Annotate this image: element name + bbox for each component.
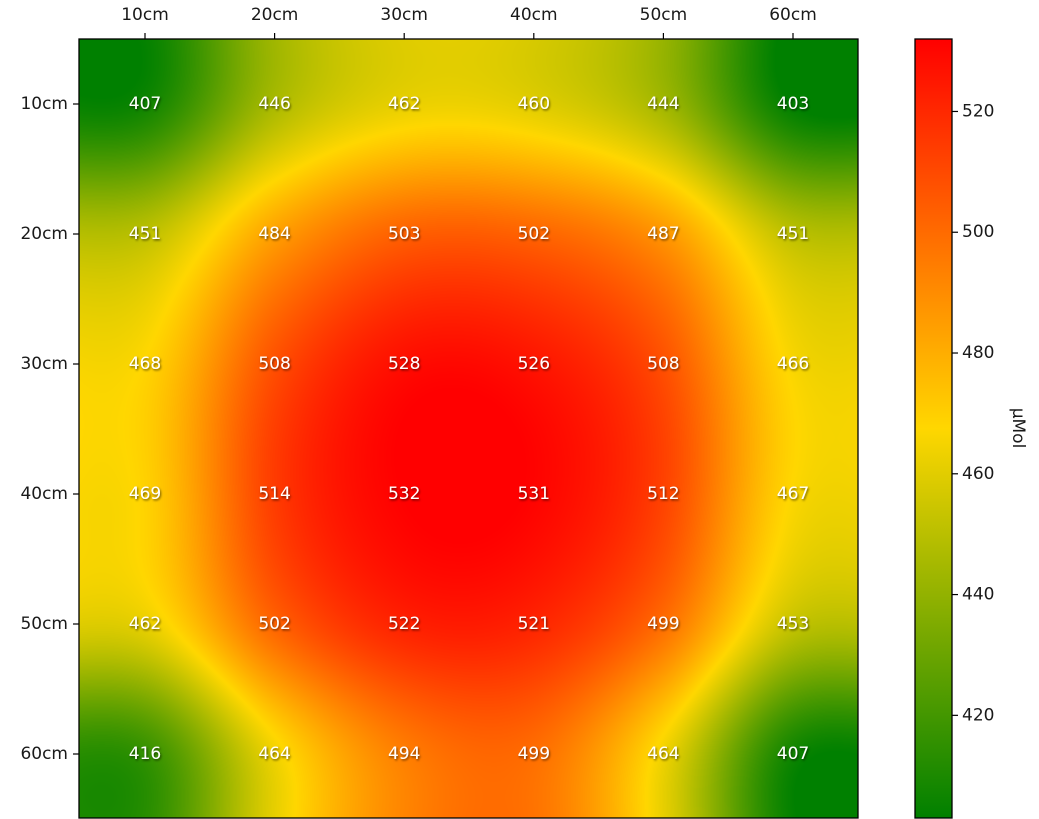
cell-value-label: 531	[518, 484, 550, 504]
cell-value-label: 528	[388, 354, 420, 374]
cell-labels: 407 446 462 460 444 403 451 484 503 502 487 451 468 5…	[129, 94, 809, 764]
cell-value-label: 451	[129, 224, 161, 244]
colorbar-gradient	[914, 38, 953, 819]
cell-value-label: 466	[777, 354, 809, 374]
cell-value-label: 512	[647, 484, 679, 504]
colorbar-tick-label: 500	[962, 222, 994, 242]
cell-value-label: 453	[777, 614, 809, 634]
y-tick-label: 10cm	[20, 94, 68, 114]
x-tick-label: 30cm	[380, 5, 428, 25]
cell-value-label: 499	[518, 744, 550, 764]
cell-value-label: 462	[388, 94, 420, 114]
colorbar-tick-label: 460	[962, 464, 994, 484]
cell-value-label: 522	[388, 614, 420, 634]
cell-value-label: 494	[388, 744, 420, 764]
cell-value-label: 503	[388, 224, 420, 244]
x-tick-label: 50cm	[640, 5, 688, 25]
colorbar-tick-label: 520	[962, 101, 994, 121]
cell-value-label: 514	[258, 484, 290, 504]
colorbar-tick-label: 420	[962, 705, 994, 725]
colorbar-ticks: 420 440 460 480 500 520	[952, 101, 994, 725]
cell-value-label: 508	[258, 354, 290, 374]
cell-value-label: 487	[647, 224, 679, 244]
cell-value-label: 462	[129, 614, 161, 634]
y-axis: 10cm 20cm 30cm 40cm 50cm 60cm	[20, 94, 79, 764]
y-tick-label: 60cm	[20, 744, 68, 764]
colorbar-label: µMol	[1008, 408, 1028, 449]
heatmap-frame	[78, 38, 859, 819]
cell-value-label: 444	[647, 94, 679, 114]
cell-value-label: 468	[129, 354, 161, 374]
cell-value-label: 407	[777, 744, 809, 764]
cell-value-label: 460	[518, 94, 550, 114]
cell-value-label: 464	[647, 744, 679, 764]
cell-value-label: 469	[129, 484, 161, 504]
x-tick-label: 10cm	[121, 5, 169, 25]
y-tick-label: 30cm	[20, 354, 68, 374]
cell-value-label: 526	[518, 354, 550, 374]
x-tick-label: 20cm	[251, 5, 299, 25]
colorbar-tick-label: 480	[962, 343, 994, 363]
cell-value-label: 499	[647, 614, 679, 634]
heatmap-area: 407 446 462 460 444 403 451 484 503 502 487 451 468 5…	[78, 38, 859, 819]
x-axis: 10cm 20cm 30cm 40cm 50cm 60cm	[121, 5, 817, 39]
cell-value-label: 407	[129, 94, 161, 114]
cell-value-label: 502	[518, 224, 550, 244]
colorbar-tick-label: 440	[962, 585, 994, 605]
cell-value-label: 451	[777, 224, 809, 244]
cell-value-label: 502	[258, 614, 290, 634]
cell-value-label: 467	[777, 484, 809, 504]
cell-value-label: 484	[258, 224, 290, 244]
x-tick-label: 60cm	[769, 5, 817, 25]
y-tick-label: 50cm	[20, 614, 68, 634]
cell-value-label: 508	[647, 354, 679, 374]
cell-value-label: 403	[777, 94, 809, 114]
cell-value-label: 532	[388, 484, 420, 504]
cell-value-label: 446	[258, 94, 290, 114]
colorbar: 420 440 460 480 500 520 µMol	[914, 38, 1028, 819]
x-tick-label: 40cm	[510, 5, 558, 25]
cell-value-label: 416	[129, 744, 161, 764]
y-tick-label: 20cm	[20, 224, 68, 244]
cell-value-label: 464	[258, 744, 290, 764]
cell-value-label: 521	[518, 614, 550, 634]
heatmap-surface	[79, 39, 858, 818]
y-tick-label: 40cm	[20, 484, 68, 504]
